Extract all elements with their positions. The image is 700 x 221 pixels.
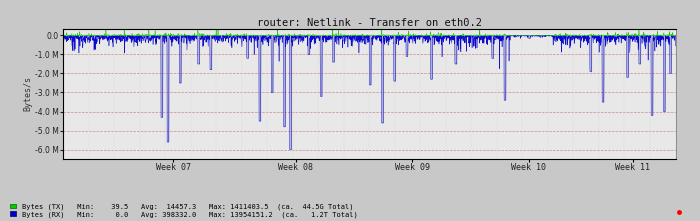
Title: router: Netlink - Transfer on eth0.2: router: Netlink - Transfer on eth0.2 <box>257 18 482 28</box>
Legend: Bytes (TX)   Min:    39.5   Avg:  14457.3   Max: 1411403.5  (ca.  44.5G Total), : Bytes (TX) Min: 39.5 Avg: 14457.3 Max: 1… <box>10 204 357 217</box>
Y-axis label: Bytes/s: Bytes/s <box>23 76 32 111</box>
